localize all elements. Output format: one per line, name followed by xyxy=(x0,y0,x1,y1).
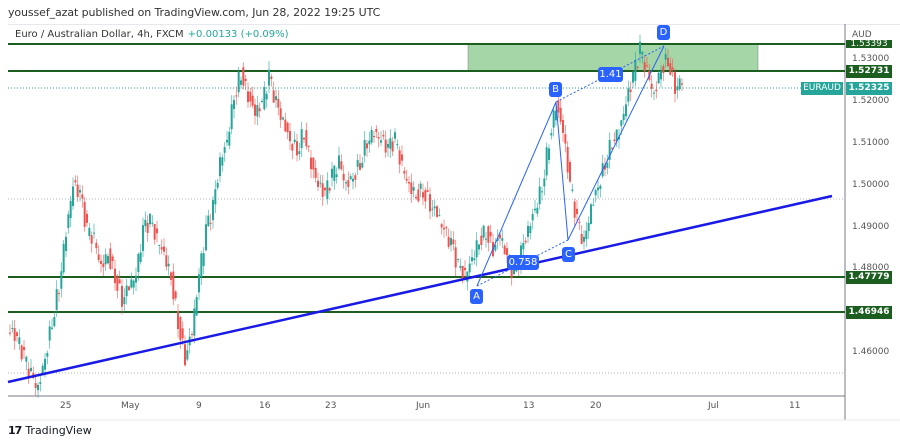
tradingview-logo-icon: 17 xyxy=(8,424,22,437)
price-tick: 1.53000 xyxy=(852,54,890,64)
time-tick: 20 xyxy=(590,401,602,411)
point-label-d[interactable]: D xyxy=(657,25,670,40)
footer-brand[interactable]: 17 TradingView xyxy=(8,424,92,437)
point-label-c[interactable]: C xyxy=(562,247,575,262)
zone-top-price-tag: 1.53393 xyxy=(846,40,892,48)
point-label-b[interactable]: B xyxy=(549,82,562,97)
supply-zone[interactable] xyxy=(467,43,759,72)
currency-label: AUD xyxy=(852,30,872,40)
time-tick: 23 xyxy=(325,401,337,411)
chart-legend: Euro / Australian Dollar, 4h, FXCM +0.001… xyxy=(15,29,289,40)
support-2-price-tag: 1.46946 xyxy=(846,306,892,319)
price-tick: 1.51000 xyxy=(852,138,890,148)
price-change: +0.00133 (+0.09%) xyxy=(187,29,289,40)
ratio-label-bc[interactable]: 0.758 xyxy=(507,255,539,270)
time-tick: 25 xyxy=(60,401,72,411)
symbol-tag: EURAUD xyxy=(801,82,843,95)
ascending-trendline[interactable] xyxy=(7,194,833,384)
price-tick: 1.46000 xyxy=(852,347,890,357)
time-tick: May xyxy=(121,401,140,411)
publisher-line: youssef_azat published on TradingView.co… xyxy=(8,6,381,19)
support-1-price-tag: 1.47779 xyxy=(846,271,892,284)
point-label-a[interactable]: A xyxy=(470,289,483,304)
ratio-label-cd[interactable]: 1.41 xyxy=(598,67,623,82)
price-tick: 1.48000 xyxy=(852,263,890,273)
resistance-price-tag: 1.52731 xyxy=(846,65,892,78)
candlesticks xyxy=(9,34,683,398)
time-tick: 11 xyxy=(789,401,801,411)
time-tick: 9 xyxy=(196,401,202,411)
time-tick: 13 xyxy=(523,401,535,411)
symbol-description: Euro / Australian Dollar, 4h, FXCM xyxy=(15,29,184,40)
time-tick: Jul xyxy=(708,401,719,411)
price-tick: 1.52000 xyxy=(852,96,890,106)
price-tick: 1.49000 xyxy=(852,222,890,232)
time-tick: 16 xyxy=(259,401,271,411)
chart-frame xyxy=(8,24,900,423)
time-tick: Jun xyxy=(416,401,431,411)
price-tick: 1.50000 xyxy=(852,180,890,190)
brand-name: TradingView xyxy=(25,424,92,437)
last-price-tag: 1.52325 xyxy=(846,82,892,95)
